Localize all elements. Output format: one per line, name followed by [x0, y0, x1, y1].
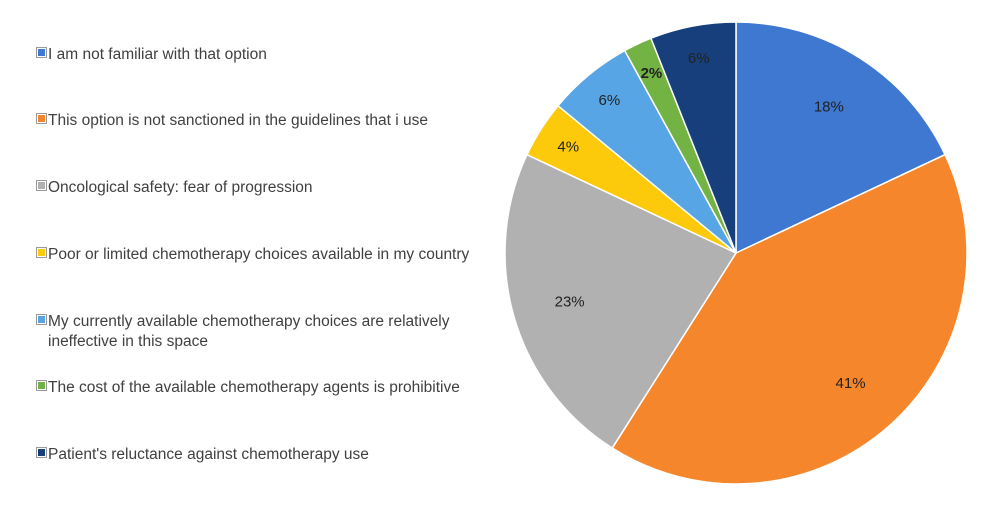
slice-value-label: 41%	[836, 375, 866, 392]
legend-label: I am not familiar with that option	[48, 46, 267, 63]
pie-slice-patient-s-reluctance-against-chemotherap	[649, 21, 737, 254]
slice-value-label: 6%	[599, 92, 621, 109]
legend-swatch	[38, 182, 45, 189]
legend-item-ineffective: My currently available chemotherapy choi…	[38, 312, 478, 352]
legend-label: Poor or limited chemotherapy choices ava…	[48, 246, 470, 263]
legend-item-cost: The cost of the available chemotherapy a…	[38, 378, 478, 398]
legend-swatch	[38, 249, 45, 256]
legend: I am not familiar with that option This …	[38, 0, 488, 507]
legend-label: This option is not sanctioned in the gui…	[48, 112, 428, 129]
legend-item-poor-choices: Poor or limited chemotherapy choices ava…	[38, 245, 478, 265]
legend-item-not-sanctioned: This option is not sanctioned in the gui…	[38, 111, 478, 131]
pie-slice-i-am-not-familiar-with-that-option	[735, 21, 947, 255]
legend-label: Oncological safety: fear of progression	[48, 179, 313, 196]
legend-item-patient-reluctance: Patient's reluctance against chemotherap…	[38, 445, 478, 465]
legend-swatch	[38, 49, 45, 56]
legend-item-not-familiar: I am not familiar with that option	[38, 45, 478, 65]
legend-swatch	[38, 382, 45, 389]
pie-slice-oncological-safety-fear-of-progression	[504, 153, 738, 450]
pie-slices	[504, 21, 968, 485]
slice-value-label: 23%	[555, 293, 585, 310]
legend-label: My currently available chemotherapy choi…	[48, 313, 450, 350]
pie-labels: 18% 41% 23% 4% 6% 2% 6%	[555, 50, 866, 392]
legend-label: The cost of the available chemotherapy a…	[48, 379, 460, 396]
slice-value-label: 6%	[688, 50, 710, 67]
legend-swatch	[38, 449, 45, 456]
slice-value-label: 4%	[557, 139, 579, 156]
legend-swatch	[38, 115, 45, 122]
legend-swatch	[38, 316, 45, 323]
slice-value-label: 18%	[814, 99, 844, 116]
legend-label: Patient's reluctance against chemotherap…	[48, 446, 369, 463]
pie-slice-this-option-is-not-sanctioned-in-the-gui	[611, 153, 968, 485]
legend-item-oncological-safety: Oncological safety: fear of progression	[38, 178, 478, 198]
slice-value-label: 2%	[641, 65, 663, 82]
